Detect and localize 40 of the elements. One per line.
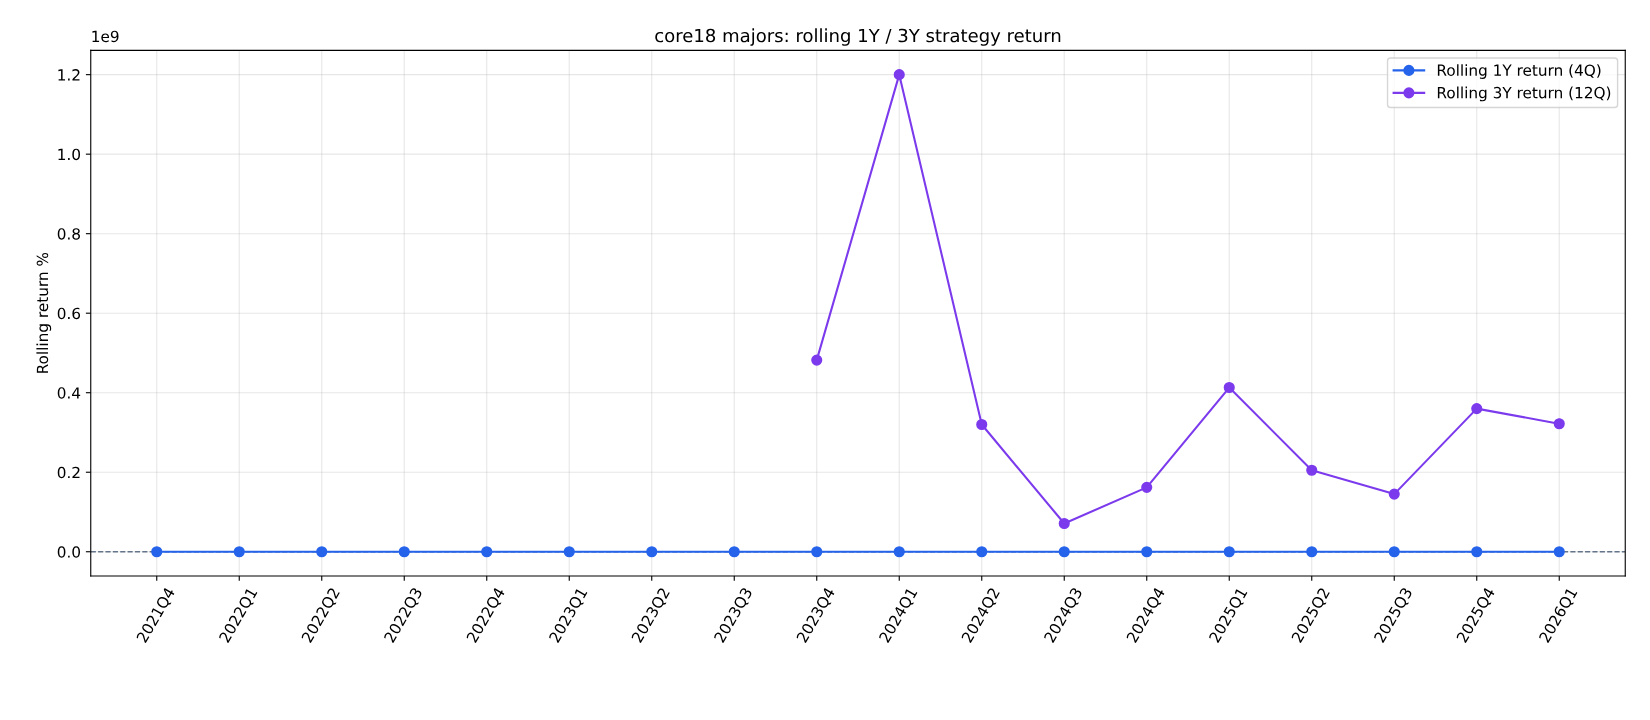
chart-title: core18 majors: rolling 1Y / 3Y strategy return [655,28,1061,46]
point [976,546,988,558]
legend-label: Rolling 1Y return (4Q) [1437,64,1601,79]
point [1223,381,1235,394]
point [976,418,988,431]
point [481,546,493,558]
point [1306,546,1318,558]
y-tick-label: 0.0 [57,546,81,558]
point [1306,464,1318,476]
point [1388,546,1400,558]
point [1471,403,1483,415]
y-axis-title: Rolling return % [36,252,52,373]
point [1553,546,1565,558]
point [811,546,823,558]
point [563,546,575,558]
point [1141,481,1153,493]
point [1471,546,1483,558]
point [728,546,740,558]
point [811,354,823,366]
point [893,546,905,558]
point [316,546,328,558]
text: 1e9 [92,30,119,43]
y-tick-label: 0.4 [57,387,81,399]
y-tick-label: 0.6 [57,307,81,320]
point [398,546,410,558]
point [646,546,658,558]
point [893,69,905,81]
point [1223,546,1235,558]
point [1388,488,1400,500]
point [233,546,245,558]
point [1141,546,1153,558]
y-tick-label: 1.0 [58,148,81,161]
point [1553,418,1565,430]
legend-label: Rolling 3Y return (12Q) [1437,86,1611,102]
point [1058,517,1070,530]
y-tick-label: 1.2 [58,69,80,81]
point [151,546,163,558]
y-tick-label: 0.2 [57,466,80,479]
point [1058,546,1070,558]
y-tick-label: 0.8 [57,228,80,240]
